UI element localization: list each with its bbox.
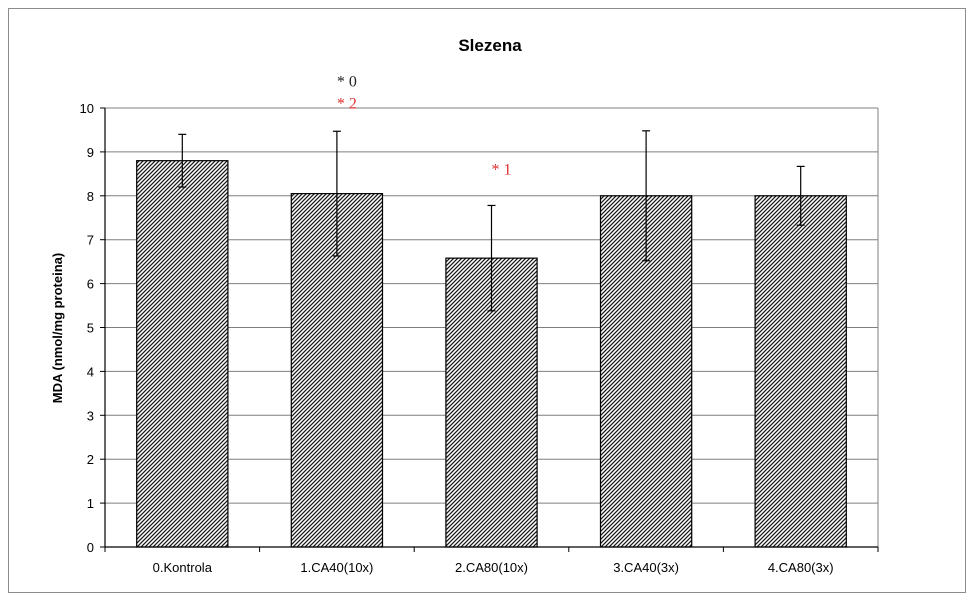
chart-frame: [8, 8, 966, 593]
y-axis-label: MDA (nmol/mg proteina): [50, 253, 65, 403]
error-bars: [178, 130, 805, 312]
bar: [445, 257, 538, 548]
x-tick-label: 0.Kontrola: [153, 560, 213, 575]
bar: [136, 160, 229, 548]
annotations: * 0 * 2 * 1: [337, 74, 512, 179]
significance-annotation: * 1: [492, 161, 512, 178]
y-tick-label: 2: [87, 452, 94, 467]
y-tick-label: 10: [80, 101, 94, 116]
bar: [754, 195, 847, 548]
y-tick-label: 3: [87, 408, 94, 423]
chart-title: Slezena: [458, 36, 522, 55]
y-tick-label: 0: [87, 540, 94, 555]
x-tick-label: 4.CA80(3x): [768, 560, 834, 575]
y-tick-label: 5: [87, 321, 94, 336]
bars: [136, 160, 847, 548]
gridlines: [105, 107, 879, 547]
significance-annotation: * 2: [337, 96, 357, 113]
y-tick-label: 8: [87, 189, 94, 204]
axes: 0 1 2 3 4 5 6 7 8 9 10 0.Kontrola 1.CA40(10x) 2.CA80(…: [80, 101, 879, 575]
x-tick-label: 2.CA80(10x): [455, 560, 528, 575]
y-tick-label: 7: [87, 233, 94, 248]
significance-annotation: * 0: [337, 74, 357, 91]
y-tick-label: 9: [87, 145, 94, 160]
x-tick-label: 1.CA40(10x): [300, 560, 373, 575]
x-tick-label: 3.CA40(3x): [613, 560, 679, 575]
y-tick-label: 4: [87, 364, 94, 379]
y-tick-label: 6: [87, 277, 94, 292]
y-tick-label: 1: [87, 496, 94, 511]
